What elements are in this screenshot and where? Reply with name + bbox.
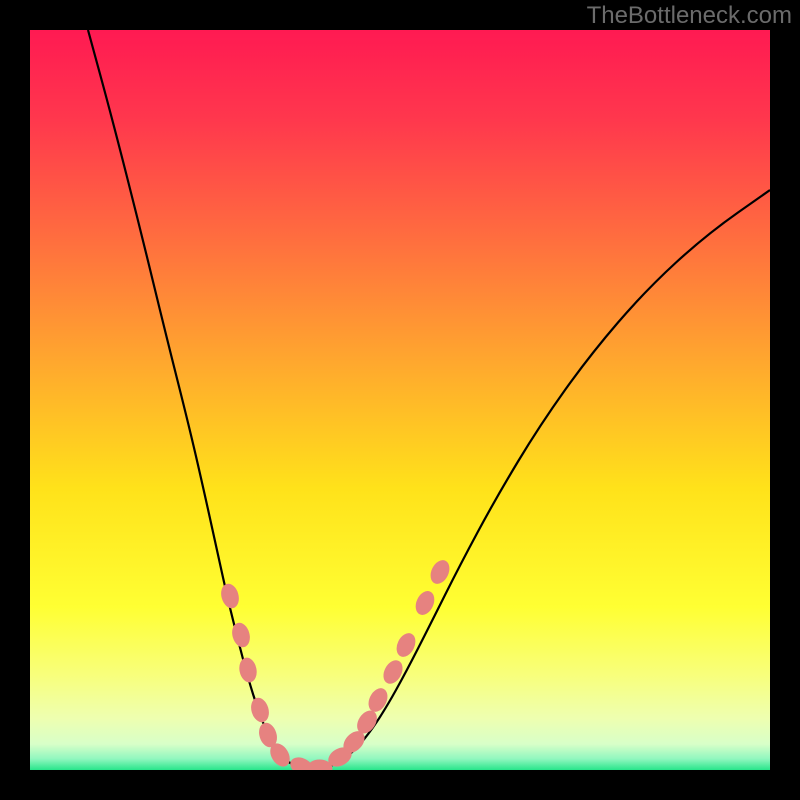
watermark-text: TheBottleneck.com xyxy=(587,2,792,30)
bottleneck-chart xyxy=(0,0,800,800)
plot-background xyxy=(30,30,770,770)
